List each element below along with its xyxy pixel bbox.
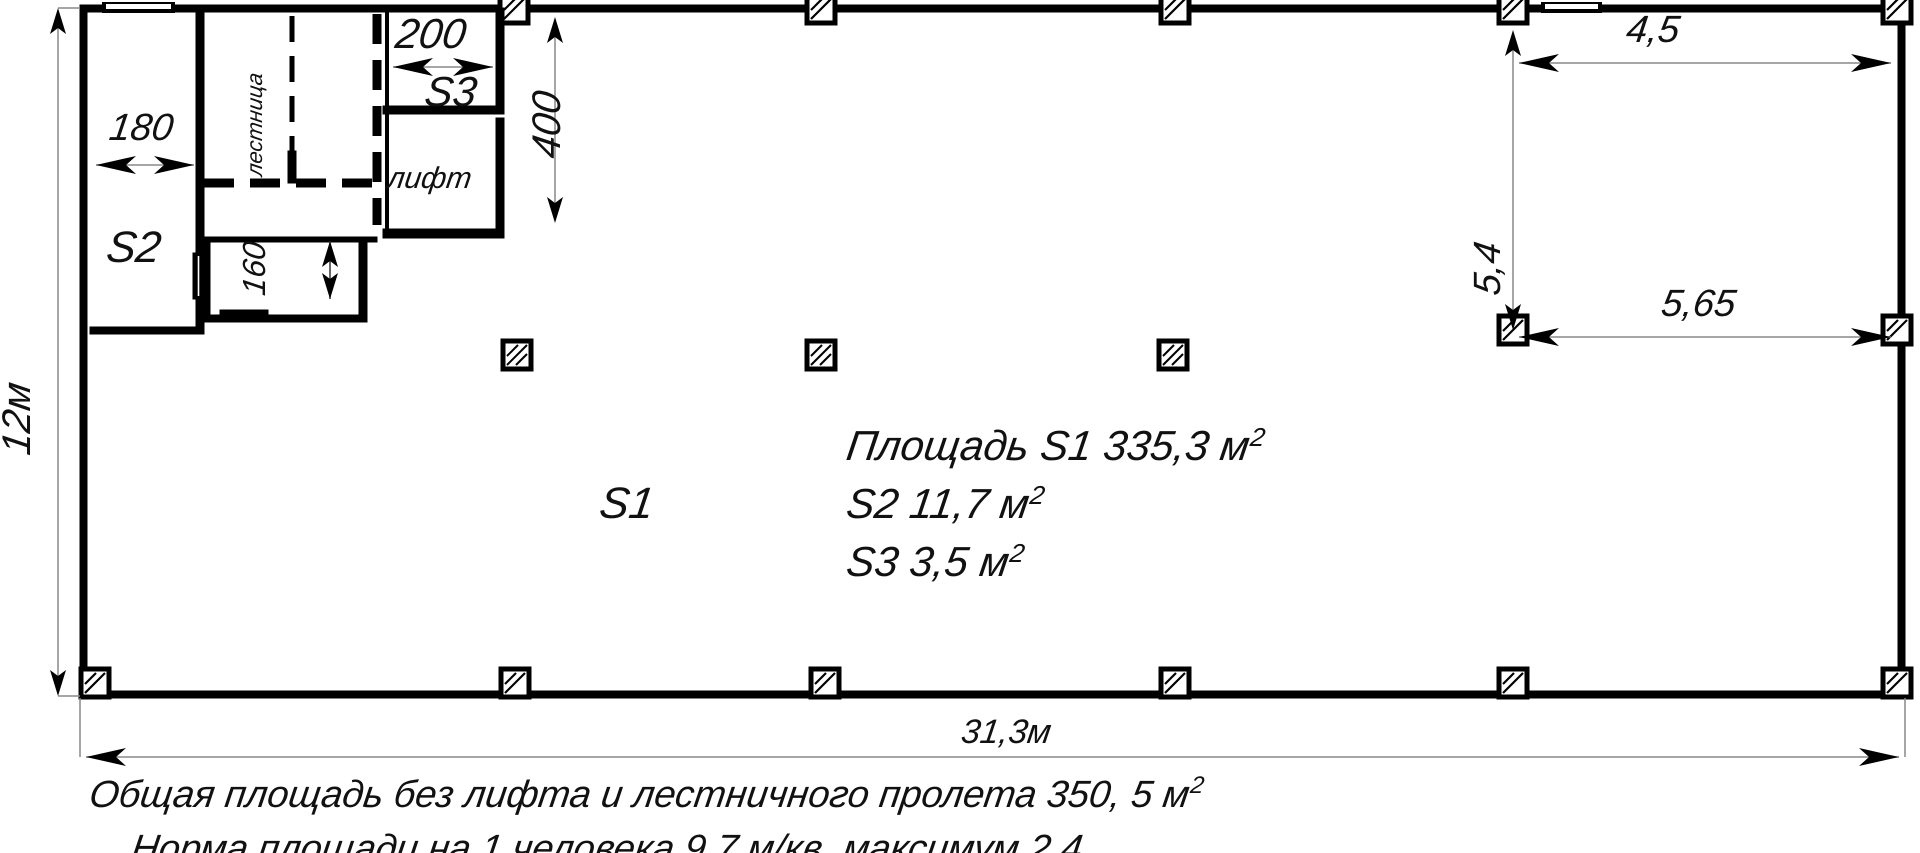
svg-text:180: 180: [107, 106, 176, 149]
svg-text:S3 3,5 м2: S3 3,5 м2: [844, 538, 1027, 585]
svg-text:160: 160: [236, 239, 272, 298]
svg-text:S1: S1: [597, 479, 658, 528]
svg-text:200: 200: [392, 10, 470, 57]
svg-text:S3: S3: [422, 68, 480, 115]
svg-text:лестница: лестница: [242, 71, 267, 180]
svg-text:Общая площадь без лифта и лест: Общая площадь без лифта и лестничного пр…: [87, 772, 1207, 816]
svg-text:лифт: лифт: [384, 162, 474, 195]
svg-text:S2: S2: [104, 223, 165, 272]
svg-text:31,3м: 31,3м: [959, 713, 1054, 751]
svg-text:S2 11,7 м2: S2 11,7 м2: [844, 480, 1048, 527]
svg-text:Норма площади на 1 человека 9,: Норма площади на 1 человека 9,7 м/кв, ма…: [129, 827, 1086, 853]
svg-text:4,5: 4,5: [1624, 8, 1684, 51]
svg-text:12м: 12м: [0, 379, 39, 457]
svg-text:5,4: 5,4: [1466, 239, 1509, 298]
svg-text:5,65: 5,65: [1659, 282, 1740, 325]
svg-text:Площадь S1 335,3 м2: Площадь S1 335,3 м2: [844, 422, 1268, 469]
svg-text:400: 400: [524, 87, 569, 161]
